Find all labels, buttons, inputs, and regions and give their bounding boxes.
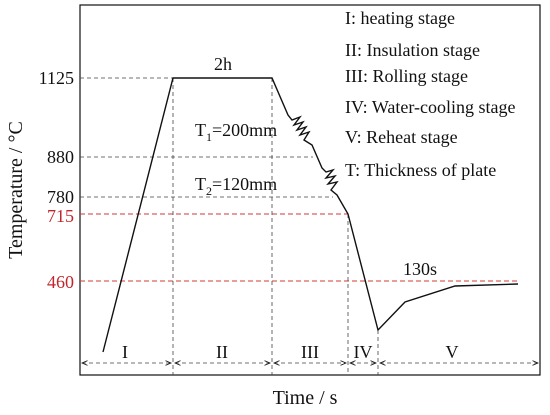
y-axis-label: Temperature / °C xyxy=(5,121,27,259)
legend-entry: IV: Water-cooling stage xyxy=(345,97,515,117)
annotation: T1=200mm xyxy=(195,120,277,144)
temperature-label: 1125 xyxy=(39,68,74,88)
temperature-label: 715 xyxy=(47,206,74,226)
stage-label: I xyxy=(122,342,128,362)
stage-label: IV xyxy=(354,342,373,362)
legend-entry: I: heating stage xyxy=(345,8,455,28)
plot-frame xyxy=(79,4,541,376)
annotation: 2h xyxy=(214,54,232,74)
annotation: 130s xyxy=(403,259,437,279)
legend-entry: III: Rolling stage xyxy=(345,66,468,86)
process-curve xyxy=(102,77,519,353)
legend-entry: T: Thickness of plate xyxy=(345,160,496,180)
stage-label: III xyxy=(301,342,319,362)
temperature-label: 460 xyxy=(47,272,74,292)
annotation: T2=120mm xyxy=(195,174,277,198)
stage-label: II xyxy=(216,342,228,362)
x-axis-label: Time / s xyxy=(273,387,338,409)
stage-label: V xyxy=(446,342,459,362)
temperature-label: 780 xyxy=(47,187,74,207)
legend-entry: II: Insulation stage xyxy=(345,40,480,60)
temperature-label: 880 xyxy=(47,147,74,167)
legend-entry: V: Reheat stage xyxy=(345,127,458,147)
